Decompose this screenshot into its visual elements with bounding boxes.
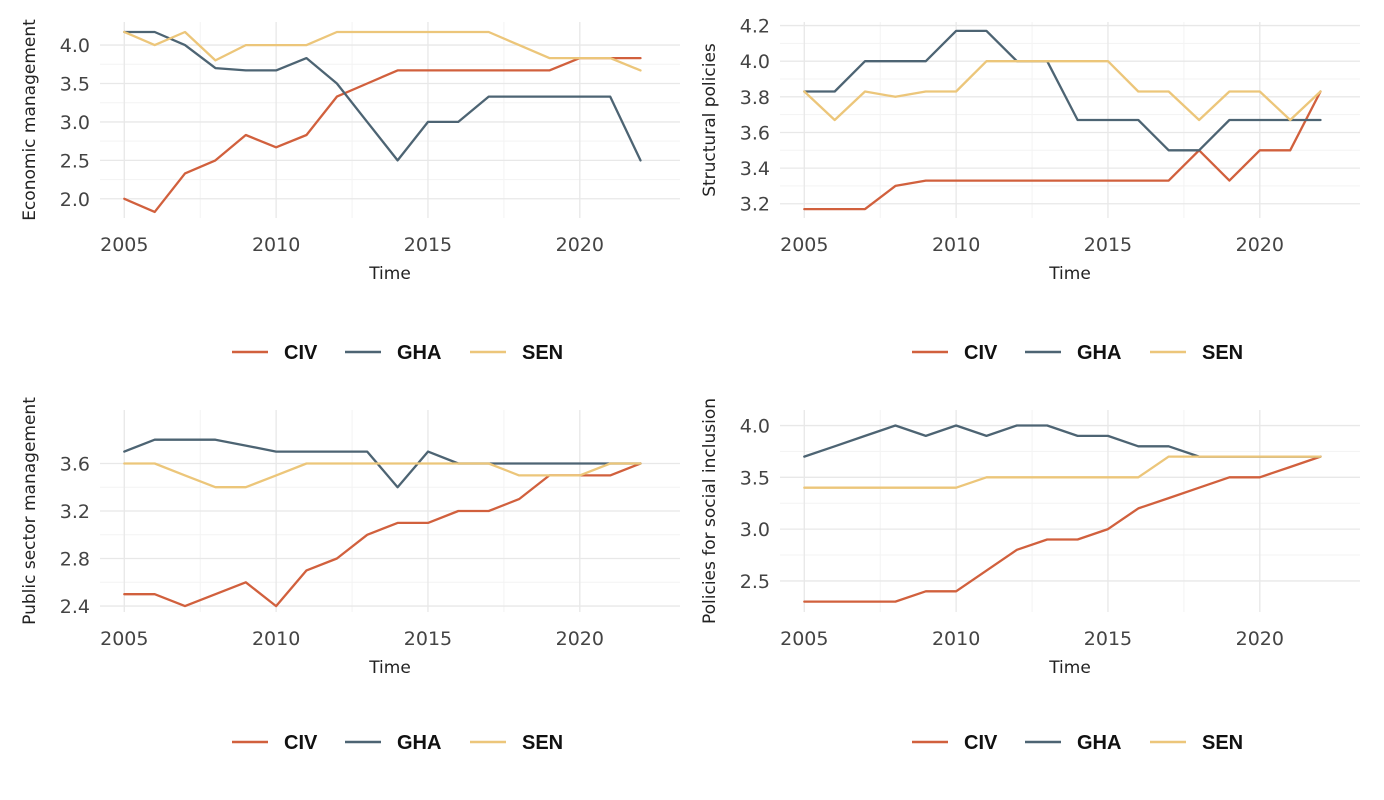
x-tick-label: 2010 bbox=[932, 234, 980, 256]
series-line-civ bbox=[803, 455, 1322, 603]
chart-panel-3: 2.4 2.8 3.2 3.6 2005 2010 2015 2020 Time Public s… bbox=[20, 397, 680, 754]
x-tick-label: 2015 bbox=[404, 628, 452, 650]
legend-label-sen: SEN bbox=[522, 732, 563, 754]
legend-label-gha: GHA bbox=[397, 342, 441, 364]
y-tick-label: 3.4 bbox=[740, 158, 770, 180]
y-tick-label: 4.0 bbox=[740, 416, 770, 438]
y-tick-label: 3.0 bbox=[740, 519, 770, 541]
y-tick-label: 3.6 bbox=[740, 122, 770, 144]
y-tick-label: 2.0 bbox=[60, 189, 90, 211]
legend: CIV GHA SEN bbox=[232, 732, 563, 754]
y-tick-label: 2.4 bbox=[60, 596, 90, 618]
x-tick-label: 2005 bbox=[780, 234, 828, 256]
x-axis-title: Time bbox=[1048, 264, 1091, 284]
chart-panel-4: 2.5 3.0 3.5 4.0 2005 2010 2015 2020 Time Policies… bbox=[700, 398, 1360, 754]
y-axis-title: Public sector management bbox=[20, 397, 40, 625]
y-tick-label: 2.8 bbox=[60, 549, 90, 571]
x-tick-label: 2010 bbox=[932, 628, 980, 650]
x-tick-label: 2005 bbox=[780, 628, 828, 650]
series-line-civ bbox=[803, 90, 1322, 211]
legend: CIV GHA SEN bbox=[232, 342, 563, 364]
legend-label-sen: SEN bbox=[1202, 732, 1243, 754]
series-line-civ bbox=[123, 56, 642, 214]
series-line-sen bbox=[123, 462, 642, 489]
series-line-gha bbox=[123, 438, 642, 489]
series-line-sen bbox=[803, 455, 1322, 489]
legend-label-gha: GHA bbox=[1077, 732, 1121, 754]
x-tick-label: 2005 bbox=[100, 628, 148, 650]
x-tick-label: 2010 bbox=[252, 234, 300, 256]
series-line-sen bbox=[123, 30, 642, 72]
y-tick-label: 3.8 bbox=[740, 87, 770, 109]
x-tick-label: 2015 bbox=[404, 234, 452, 256]
y-tick-label: 3.2 bbox=[740, 194, 770, 216]
x-tick-label: 2020 bbox=[1236, 234, 1284, 256]
y-axis-title: Structural policies bbox=[700, 43, 720, 197]
x-axis-title: Time bbox=[368, 658, 411, 678]
legend-label-gha: GHA bbox=[397, 732, 441, 754]
y-tick-label: 3.5 bbox=[60, 73, 90, 95]
legend-label-gha: GHA bbox=[1077, 342, 1121, 364]
y-tick-label: 4.0 bbox=[60, 35, 90, 57]
x-axis-title: Time bbox=[368, 264, 411, 284]
x-tick-label: 2010 bbox=[252, 628, 300, 650]
x-axis-title: Time bbox=[1048, 658, 1091, 678]
y-tick-label: 3.5 bbox=[740, 467, 770, 489]
y-tick-label: 3.0 bbox=[60, 112, 90, 134]
y-tick-label: 3.6 bbox=[60, 453, 90, 475]
legend: CIV GHA SEN bbox=[912, 342, 1243, 364]
y-tick-label: 2.5 bbox=[740, 571, 770, 593]
legend-label-civ: CIV bbox=[284, 342, 318, 364]
series-line-gha bbox=[803, 29, 1322, 152]
legend-label-civ: CIV bbox=[284, 732, 318, 754]
legend-label-civ: CIV bbox=[964, 732, 998, 754]
x-tick-label: 2015 bbox=[1084, 234, 1132, 256]
y-axis-title: Policies for social inclusion bbox=[700, 398, 720, 624]
series-line-gha bbox=[123, 30, 642, 162]
x-tick-label: 2020 bbox=[556, 234, 604, 256]
legend: CIV GHA SEN bbox=[912, 732, 1243, 754]
legend-label-sen: SEN bbox=[1202, 342, 1243, 364]
chart-panel-2: 3.2 3.4 3.6 3.8 4.0 4.2 2005 2010 2015 2020 Time St… bbox=[700, 16, 1360, 364]
y-tick-label: 4.2 bbox=[740, 16, 770, 38]
x-tick-label: 2020 bbox=[556, 628, 604, 650]
y-tick-label: 3.2 bbox=[60, 501, 90, 523]
y-tick-label: 2.5 bbox=[60, 150, 90, 172]
x-tick-label: 2020 bbox=[1236, 628, 1284, 650]
x-tick-label: 2005 bbox=[100, 234, 148, 256]
x-tick-label: 2015 bbox=[1084, 628, 1132, 650]
legend-label-civ: CIV bbox=[964, 342, 998, 364]
series-line-sen bbox=[803, 60, 1322, 122]
y-axis-title: Economic management bbox=[20, 19, 40, 221]
y-tick-label: 4.0 bbox=[740, 51, 770, 73]
chart-panel-1: 2.0 2.5 3.0 3.5 4.0 2005 2010 2015 2020 Time Econo… bbox=[20, 19, 680, 364]
legend-label-sen: SEN bbox=[522, 342, 563, 364]
